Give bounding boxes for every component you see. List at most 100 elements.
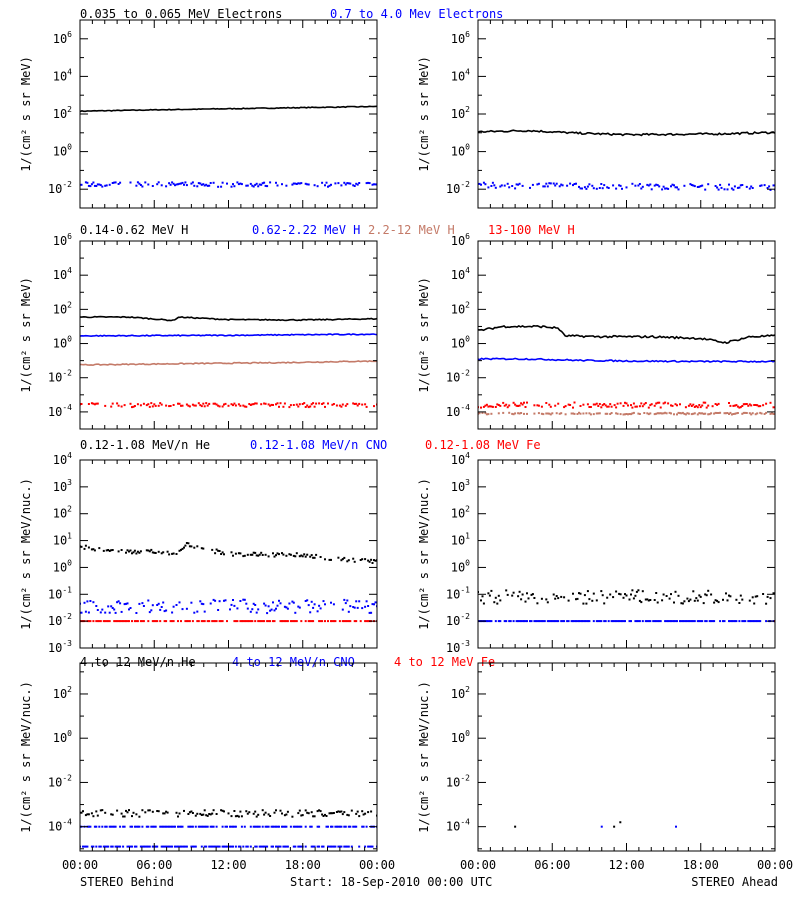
data-point [621, 620, 623, 623]
data-point [181, 825, 184, 828]
data-point [344, 825, 347, 828]
data-point [278, 553, 280, 556]
data-point [125, 620, 127, 623]
data-point [128, 620, 130, 623]
data-point [557, 402, 560, 405]
data-point [518, 620, 521, 623]
data-point [258, 620, 261, 623]
data-point [549, 182, 552, 185]
data-point [365, 620, 368, 623]
data-point [165, 845, 168, 848]
data-point [485, 620, 488, 623]
data-point [707, 589, 710, 592]
data-point [741, 405, 744, 407]
data-point [529, 186, 531, 189]
data-point [337, 845, 340, 848]
y-tick-label: 106 [451, 30, 470, 46]
data-series [478, 357, 775, 363]
data-point [281, 552, 283, 555]
data-point [536, 620, 539, 623]
data-point [717, 601, 720, 604]
data-point [676, 620, 678, 623]
data-point [145, 845, 148, 848]
data-point [340, 184, 343, 187]
data-point [178, 601, 181, 604]
data-point [283, 605, 286, 608]
data-point [699, 185, 702, 188]
data-point [212, 825, 215, 828]
y-tick-label: 10-2 [48, 369, 72, 385]
data-point [352, 402, 355, 405]
data-point [123, 815, 126, 818]
data-point [747, 404, 750, 407]
data-point [269, 815, 272, 817]
data-point [236, 181, 239, 184]
data-point [331, 825, 334, 828]
data-point [246, 184, 249, 187]
data-point [552, 620, 555, 623]
data-point [704, 412, 707, 415]
data-point [166, 811, 169, 814]
data-point [105, 825, 108, 828]
data-point [251, 184, 254, 187]
data-point [276, 825, 279, 828]
data-point [196, 545, 199, 548]
data-point [533, 597, 536, 599]
data-point [533, 404, 536, 407]
data-point [531, 593, 534, 596]
data-point [227, 812, 230, 815]
data-point [710, 593, 713, 596]
data-point [502, 411, 505, 414]
data-point [135, 552, 138, 555]
data-point [484, 404, 487, 407]
data-point [481, 411, 484, 414]
data-point [343, 181, 346, 184]
y-tick-label: 102 [451, 505, 470, 521]
data-point [615, 406, 618, 409]
data-point [364, 403, 367, 406]
data-point [662, 593, 665, 596]
data-point [239, 404, 242, 407]
data-point [325, 815, 328, 817]
data-point [567, 599, 570, 602]
data-point [300, 554, 303, 557]
data-point [275, 845, 277, 848]
data-point [728, 183, 730, 186]
data-point [306, 811, 309, 814]
data-point [748, 403, 751, 406]
data-point [346, 813, 349, 816]
data-point [246, 553, 249, 556]
data-point [505, 403, 508, 406]
data-point [564, 413, 567, 416]
data-point [319, 607, 322, 610]
data-point [570, 620, 573, 623]
y-axis-label: 1/(cm² s sr MeV/nuc.) [417, 681, 431, 833]
data-point [365, 825, 368, 828]
data-point [200, 405, 203, 408]
data-point [609, 593, 612, 596]
data-point [90, 845, 93, 848]
data-point [96, 609, 99, 611]
data-point [286, 620, 289, 623]
data-point [263, 402, 266, 405]
data-point [291, 815, 294, 818]
data-point [482, 405, 485, 408]
data-point [630, 404, 632, 407]
data-point [355, 600, 358, 603]
data-point [282, 845, 285, 848]
data-point [573, 620, 576, 623]
data-point [191, 845, 194, 848]
data-point [506, 406, 509, 409]
data-point [267, 620, 270, 623]
data-point [147, 403, 150, 406]
data-point [180, 620, 182, 623]
data-point [126, 549, 129, 552]
legend-label: 13-100 MeV H [488, 223, 575, 237]
data-point [557, 620, 560, 623]
data-point [84, 610, 87, 613]
data-point [675, 825, 677, 828]
data-point [249, 825, 252, 828]
data-point [723, 188, 726, 191]
